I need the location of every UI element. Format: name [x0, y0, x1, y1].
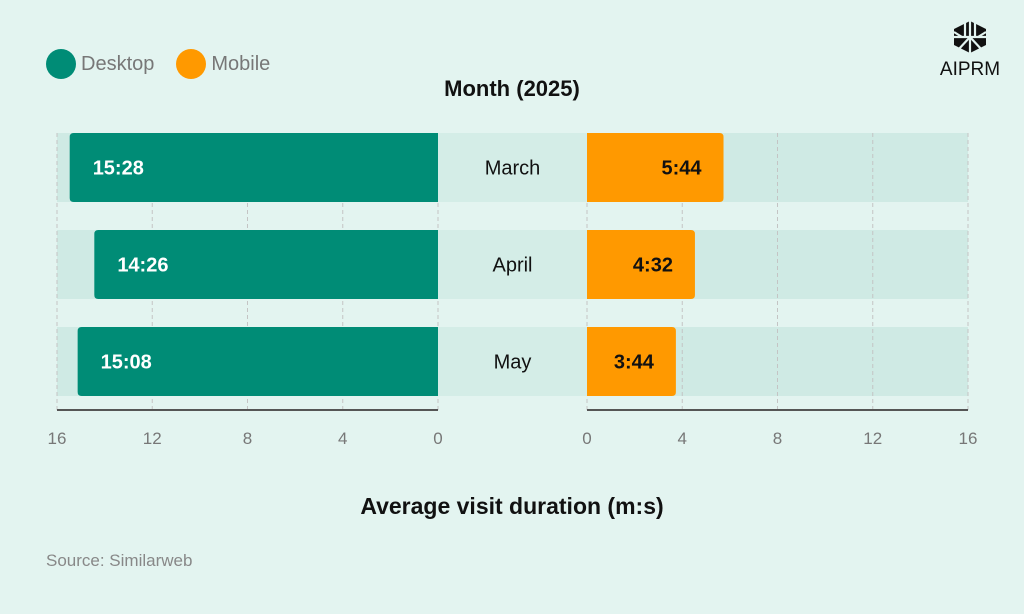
category-label: May — [494, 352, 532, 374]
data-label-desktop: 15:28 — [93, 158, 144, 180]
tick-label-left: 8 — [243, 429, 252, 448]
legend-label: Desktop — [81, 52, 155, 75]
tick-label-right: 12 — [863, 429, 882, 448]
data-label-desktop: 15:08 — [101, 352, 152, 374]
category-label: March — [485, 158, 541, 180]
legend: Desktop Mobile — [46, 49, 292, 79]
data-label-mobile: 3:44 — [614, 352, 655, 374]
tick-label-right: 16 — [959, 429, 978, 448]
tick-label-left: 0 — [433, 429, 442, 448]
bar-mobile — [587, 230, 695, 299]
tick-label-left: 12 — [143, 429, 162, 448]
tick-label-left: 16 — [48, 429, 67, 448]
data-label-mobile: 4:32 — [633, 255, 673, 277]
source-note: Source: Similarweb — [46, 551, 193, 570]
legend-swatch-mobile — [176, 49, 207, 79]
bar-desktop — [94, 230, 439, 299]
aiprm-logo: AIPRM — [938, 20, 1002, 81]
bar-desktop — [69, 133, 438, 202]
tick-label-right: 0 — [582, 429, 591, 448]
chart-title: Month (2025) — [444, 76, 580, 101]
category-cell — [438, 133, 587, 202]
category-cell — [438, 327, 587, 396]
category-label: April — [492, 255, 532, 277]
data-label-mobile: 5:44 — [661, 158, 702, 180]
x-axis-label: Average visit duration (m:s) — [360, 493, 664, 519]
category-cell — [438, 230, 587, 299]
tick-label-left: 4 — [338, 429, 347, 448]
legend-item-desktop: Desktop — [46, 49, 154, 79]
data-label-desktop: 14:26 — [117, 255, 168, 277]
bar-desktop — [77, 327, 438, 396]
tick-label-right: 8 — [773, 429, 782, 448]
logo-text: AIPRM — [939, 59, 1001, 80]
bar-mobile — [587, 133, 724, 202]
tick-label-right: 4 — [678, 429, 687, 448]
legend-swatch-desktop — [46, 49, 76, 79]
bar-mobile — [587, 327, 676, 396]
logo-icon — [953, 21, 987, 53]
legend-label: Mobile — [211, 52, 271, 75]
legend-item-mobile: Mobile — [176, 49, 270, 79]
